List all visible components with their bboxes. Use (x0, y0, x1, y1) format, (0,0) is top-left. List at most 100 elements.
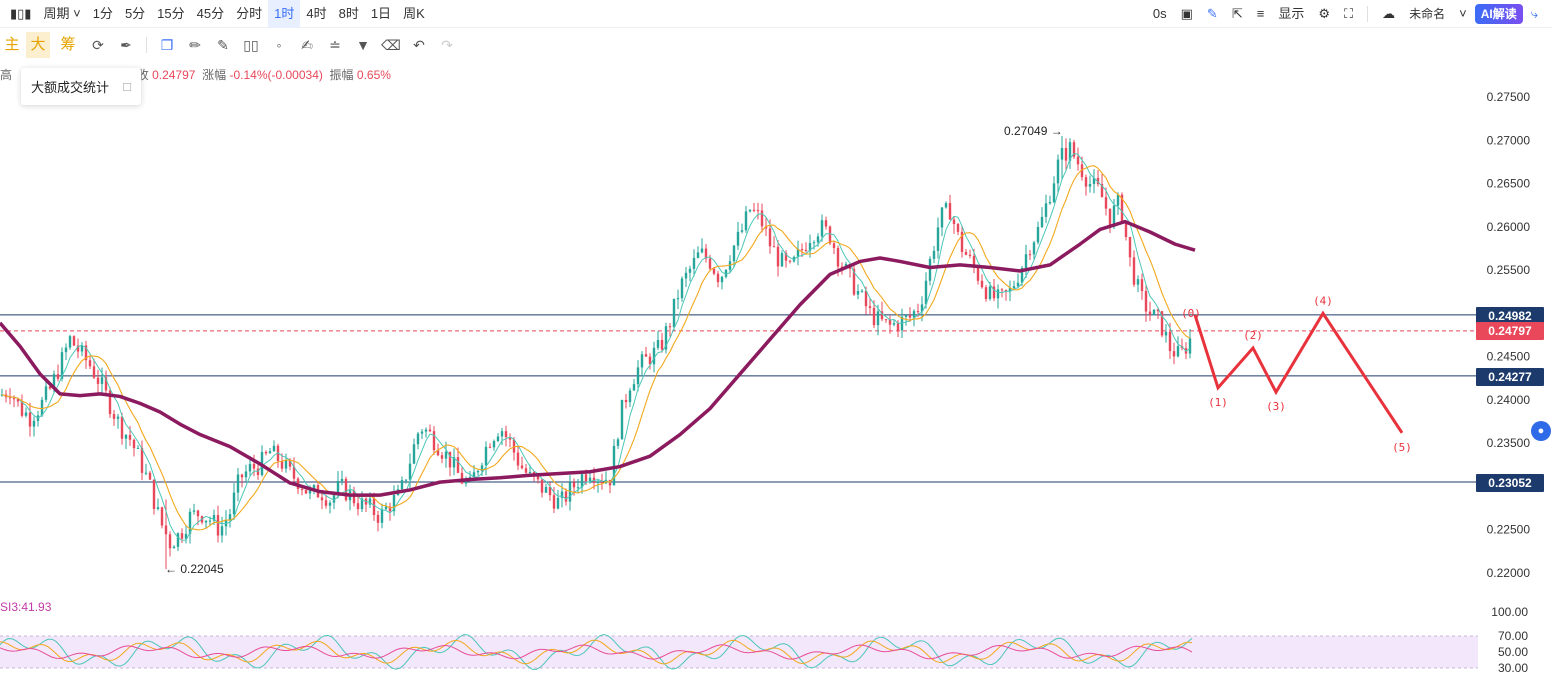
gear-icon[interactable]: ⚙ (1318, 5, 1330, 21)
candle-body (1064, 147, 1068, 161)
share-icon[interactable]: ⤷ (1530, 5, 1538, 21)
candle-body (596, 481, 600, 483)
rsi-band (0, 636, 1478, 668)
candle-body (780, 253, 784, 267)
candle-body (320, 497, 324, 501)
tab-period-3[interactable]: 45分 (196, 5, 225, 21)
candle-body (72, 336, 76, 346)
camera-icon[interactable]: ▣ (1180, 5, 1193, 21)
y-tick-label-11: 0.22000 (1487, 566, 1531, 580)
candle-body (1072, 142, 1076, 157)
candle-body (1036, 227, 1040, 243)
tab-period-5[interactable]: 1时 (268, 0, 301, 28)
tag-chips[interactable]: 筹 (60, 36, 76, 53)
tab-period-6[interactable]: 4时 (306, 5, 327, 21)
wave-label-3: (3) (1266, 400, 1286, 413)
display-button[interactable]: 显示 (1278, 5, 1305, 21)
candle-body (224, 520, 228, 527)
candle-body (1020, 268, 1024, 283)
lower-line-price-label: 0.23052 (1476, 474, 1544, 492)
candle-body (928, 258, 932, 281)
list-icon[interactable]: ≡ (1256, 5, 1265, 21)
tab-period-7[interactable]: 8时 (338, 5, 359, 21)
candle-body (788, 260, 792, 262)
candle-body (460, 472, 464, 484)
large-trade-tooltip[interactable]: 大额成交统计 □ (21, 68, 141, 105)
candle-body (164, 525, 168, 535)
candle-body (288, 459, 292, 467)
chat-icon[interactable]: ● (1531, 421, 1551, 441)
candle-body (464, 480, 468, 484)
tag-big[interactable]: 大 (26, 32, 50, 58)
candle-body (760, 210, 764, 227)
sync-icon[interactable]: ⟳ (92, 36, 104, 53)
tab-period-9[interactable]: 周K (403, 5, 425, 21)
trash-icon[interactable]: ⌫ (381, 36, 401, 53)
bookmark-icon[interactable]: □ (123, 79, 131, 94)
layout-name[interactable]: 未命名 (1409, 6, 1446, 21)
y-tick-label-1: 0.27000 (1487, 133, 1531, 147)
candle-body (268, 451, 272, 454)
candle-body (720, 276, 724, 283)
candle-tool-icon[interactable]: ▯▯ (243, 36, 259, 53)
candle-body (532, 471, 536, 477)
candle-body (496, 436, 500, 442)
candle-body (520, 465, 524, 469)
tab-period-0[interactable]: 1分 (92, 5, 113, 21)
elliott-wave-line[interactable] (1193, 310, 1404, 434)
candle-body (592, 477, 596, 483)
candle-body (188, 511, 192, 534)
lock-icon[interactable]: ◦ (276, 37, 282, 53)
candle-body (1052, 183, 1056, 203)
chevron-down-icon[interactable]: ˅ (1459, 5, 1467, 21)
candle-body (804, 249, 808, 251)
tab-period-4[interactable]: 分时 (236, 5, 263, 21)
ruler-icon[interactable]: ✏ (189, 36, 201, 53)
candle-body (336, 481, 340, 495)
period-dropdown[interactable]: 周期 ˅ (37, 0, 86, 28)
candle-body (424, 429, 428, 432)
candlestick-icon[interactable]: ▮▯▮ (10, 5, 32, 21)
pen-icon[interactable]: ✎ (1206, 5, 1218, 21)
brush-icon[interactable]: ✒ (120, 36, 132, 53)
candle-body (84, 345, 88, 361)
candle-body (640, 354, 644, 368)
edit-icon[interactable]: ✍ (301, 36, 313, 53)
candle-body (776, 246, 780, 267)
candle-body (376, 514, 380, 523)
redo-icon[interactable]: ↷ (441, 36, 453, 53)
tab-period-1[interactable]: 5分 (124, 5, 146, 21)
rsi-tick-3: 30.00 (1498, 661, 1528, 675)
candle-body (264, 452, 268, 454)
tab-period-2[interactable]: 15分 (157, 5, 185, 21)
fullscreen-icon[interactable]: ⛶ (1343, 5, 1354, 21)
candle-body (364, 498, 368, 505)
candle-body (284, 459, 288, 469)
ohlc-info: 高 收 0.24797 涨幅 -0.14%(-0.00034) 振幅 0.65% (0, 66, 391, 83)
candle-body (1184, 348, 1188, 354)
undo-icon[interactable]: ↶ (413, 36, 425, 53)
copy-icon[interactable]: ❐ (160, 36, 174, 53)
ai-interpret-button[interactable]: AI解读 (1474, 3, 1523, 24)
candle-body (1180, 346, 1184, 349)
candle-body (1004, 290, 1008, 292)
candle-body (1024, 254, 1028, 269)
magnet-icon[interactable]: ≐ (329, 36, 341, 53)
tag-main[interactable]: 主 (4, 36, 20, 53)
candle-body (1040, 216, 1044, 228)
filter-icon[interactable]: ▼ (356, 37, 370, 53)
candle-body (576, 487, 580, 489)
candle-body (920, 304, 924, 312)
candle-body (656, 339, 660, 348)
expand-icon[interactable]: ⇱ (1231, 5, 1243, 21)
pencil-icon[interactable]: ✎ (217, 36, 229, 53)
tab-period-8[interactable]: 1日 (370, 5, 392, 21)
candle-body (228, 514, 232, 521)
candle-body (1044, 203, 1048, 217)
candle-body (260, 452, 264, 475)
candle-body (564, 491, 568, 502)
candle-body (408, 463, 412, 480)
candle-body (1012, 286, 1016, 288)
info-change-label: 涨幅 (202, 68, 227, 82)
info-change-value: -0.14%(-0.00034) (229, 68, 323, 82)
